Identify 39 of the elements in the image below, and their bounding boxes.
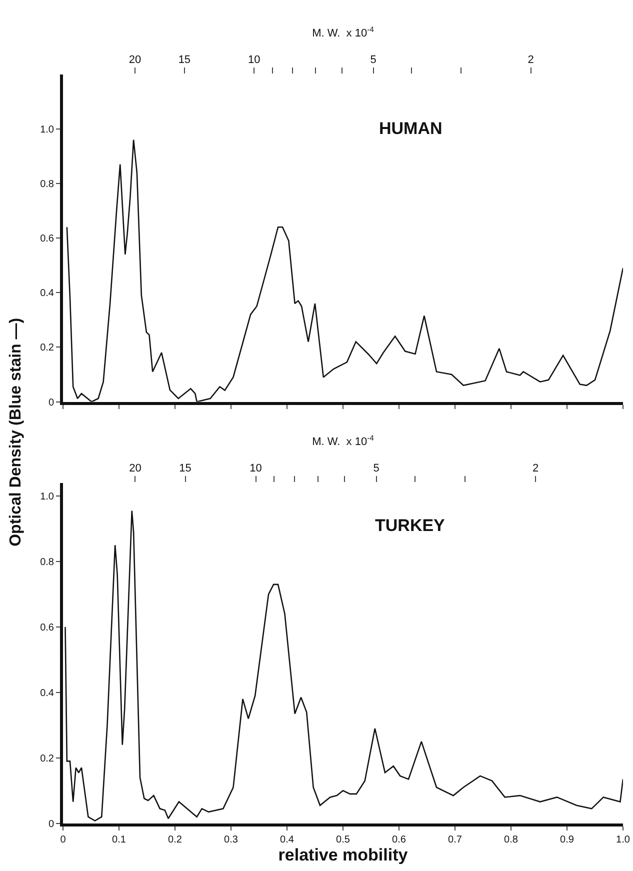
y-tick-label: 0.4	[40, 288, 54, 300]
x-tick-label: 0.9	[560, 834, 574, 846]
annotation: TURKEY	[375, 516, 446, 535]
x2-tick-label: 5	[370, 54, 376, 66]
x2-tick-label: 10	[250, 462, 262, 475]
x2-tick-label: 20	[128, 54, 142, 66]
y-tick-label: 0.8	[40, 557, 54, 568]
x-tick-label: 0.1	[112, 834, 126, 846]
x2-tick-label: 2	[532, 462, 539, 475]
x2-tick-label: 15	[178, 54, 191, 66]
y-tick-label: 1.0	[40, 124, 54, 136]
annotation: HUMAN	[379, 119, 442, 138]
y-tick-label: 0	[48, 818, 54, 830]
y-tick-label: 0.8	[40, 178, 54, 190]
y-tick-label: 0.4	[40, 688, 54, 699]
x2-axis-title: M. W. x 10$^{-4}$	[312, 434, 375, 448]
y-tick-label: 0.6	[40, 234, 54, 245]
x-tick-label: 0.8	[504, 834, 518, 846]
x2-tick-label: 5	[373, 462, 380, 475]
x2-tick-label: 2	[528, 54, 534, 66]
x2-tick-label: 15	[179, 462, 192, 475]
x-tick-label: 1.0	[616, 834, 630, 846]
y-tick-label: 0.2	[40, 342, 54, 354]
x-tick-label: 0.6	[392, 834, 406, 846]
x-tick-label: 0.4	[280, 834, 294, 846]
x-axis-title: relative mobility	[278, 845, 408, 864]
x-tick-label: 0	[60, 834, 66, 846]
x-tick-label: 0.5	[336, 834, 350, 846]
y-tick-label: 0	[48, 397, 54, 408]
y-tick-label: 1.0	[40, 492, 54, 503]
x2-tick-label: 20	[129, 462, 142, 475]
x-tick-label: 0.2	[168, 834, 182, 846]
x2-tick-label: 10	[248, 54, 260, 66]
x2-axis-title: M. W. x 10$^{-4}$	[312, 24, 375, 40]
y-tick-label: 0.2	[40, 753, 54, 764]
x-tick-label: 0.3	[224, 834, 238, 846]
y-tick-label: 0.6	[40, 622, 54, 634]
y-axis-title: Optical Density (Blue stain —)	[7, 318, 24, 546]
x-tick-label: 0.7	[448, 834, 462, 846]
